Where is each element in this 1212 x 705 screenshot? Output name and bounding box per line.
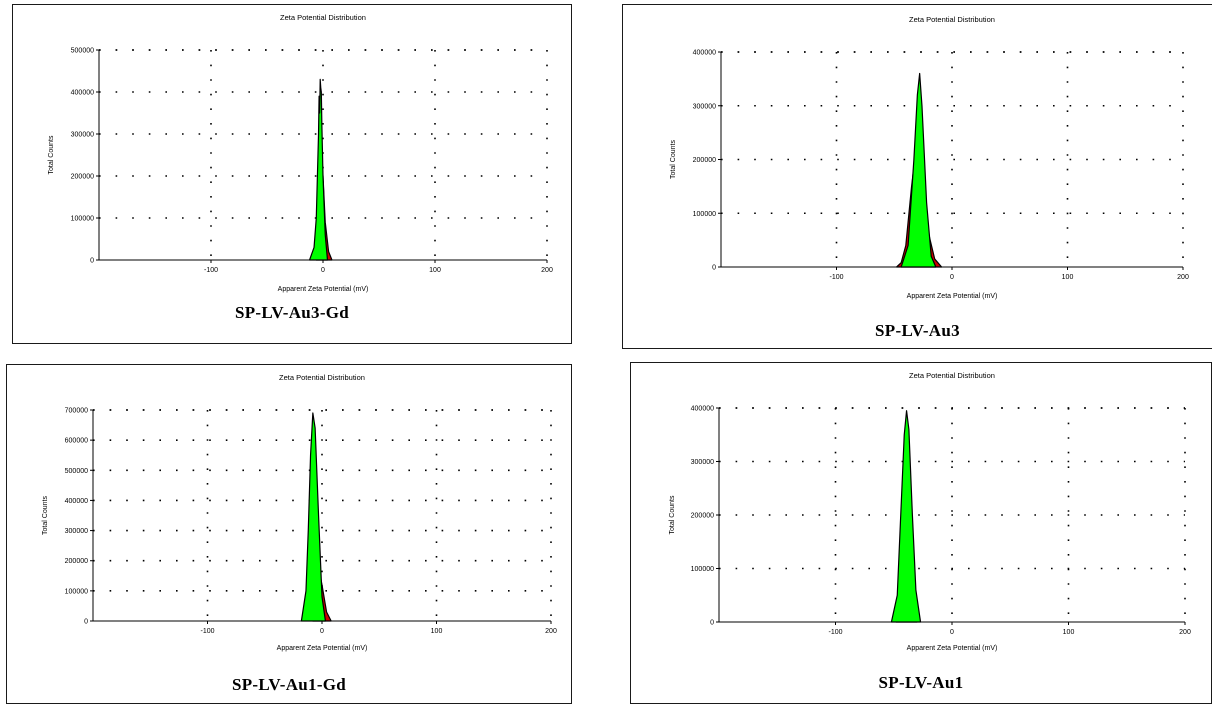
chart-title: Zeta Potential Distribution [280,13,366,22]
y-tick-label: 100000 [65,588,88,595]
x-tick-label: 100 [429,267,441,274]
distribution-peak-green [900,72,937,268]
y-tick-label: 300000 [691,459,714,466]
chart-title: Zeta Potential Distribution [279,373,365,382]
x-tick-label: 0 [321,267,325,274]
y-tick-label: 100000 [71,216,94,223]
y-tick-label: 400000 [693,50,716,57]
chart-title: Zeta Potential Distribution [909,15,995,24]
x-axis-label: Apparent Zeta Potential (mV) [907,645,998,652]
x-tick-label: 200 [1179,629,1191,636]
x-axis-label: Apparent Zeta Potential (mV) [278,286,369,293]
sample-label: SP-LV-Au3-Gd [234,303,350,322]
x-tick-label: -100 [200,628,214,635]
x-tick-label: 100 [431,628,443,635]
y-axis-label: Total Counts [42,496,49,535]
zeta-chart-au1: Zeta Potential Distribution 0 100000 200000… [669,371,1191,652]
y-tick-label: 100000 [693,211,716,218]
sample-label: SP-LV-Au3 [875,321,960,340]
y-tick-label: 200000 [693,157,716,164]
sample-label: SP-LV-Au1-Gd [231,675,347,694]
x-tick-label: -100 [828,629,842,636]
sample-label: SP-LV-Au1 [878,673,964,692]
y-tick-label: 0 [710,620,714,627]
chart-panel-au3-gd: Zeta Potential Distribution 0 100000 200000… [12,4,572,344]
zeta-chart-au1-gd: Zeta Potential Distribution 0 100000 200000… [42,373,557,652]
x-tick-label: 200 [1177,274,1189,281]
y-tick-label: 300000 [65,528,88,535]
y-tick-label: 200000 [71,174,94,181]
distribution-peak-green [890,410,922,623]
y-tick-label: 0 [90,258,94,265]
y-tick-label: 200000 [65,558,88,565]
x-tick-label: 200 [545,628,557,635]
y-axis-label: Total Counts [670,140,677,179]
zeta-chart-au3-gd: Zeta Potential Distribution 0 100000 200000… [48,13,553,293]
distribution-peak-green [308,78,329,261]
y-axis-label: Total Counts [669,495,676,534]
chart-panel-au3: Zeta Potential Distribution 0 100000 200000… [622,4,1212,349]
chart-panel-au1-gd: Zeta Potential Distribution 0 100000 200000… [6,364,572,704]
x-tick-label: -100 [829,274,843,281]
x-tick-label: 100 [1062,274,1074,281]
x-tick-label: 100 [1063,629,1075,636]
x-tick-label: 0 [950,274,954,281]
chart-panel-au1: Zeta Potential Distribution 0 100000 200000… [630,362,1212,704]
y-tick-label: 400000 [691,406,714,413]
y-tick-label: 300000 [71,132,94,139]
x-tick-label: -100 [204,267,218,274]
y-tick-label: 600000 [65,438,88,445]
chart-title: Zeta Potential Distribution [909,371,995,380]
x-tick-label: 200 [541,267,553,274]
y-tick-label: 300000 [693,103,716,110]
y-tick-label: 700000 [65,408,88,415]
y-tick-label: 0 [712,265,716,272]
y-tick-label: 0 [84,619,88,626]
zeta-chart-au3: Zeta Potential Distribution 0 100000 200000… [670,15,1189,300]
x-axis-label: Apparent Zeta Potential (mV) [907,293,998,300]
y-axis-label: Total Counts [48,135,55,174]
y-tick-label: 100000 [691,566,714,573]
distribution-peak-green [300,412,327,622]
y-tick-label: 500000 [71,48,94,55]
x-tick-label: 0 [950,629,954,636]
y-tick-label: 200000 [691,513,714,520]
x-axis-label: Apparent Zeta Potential (mV) [277,645,368,652]
y-tick-label: 500000 [65,468,88,475]
y-tick-label: 400000 [71,90,94,97]
x-tick-label: 0 [320,628,324,635]
y-tick-label: 400000 [65,498,88,505]
